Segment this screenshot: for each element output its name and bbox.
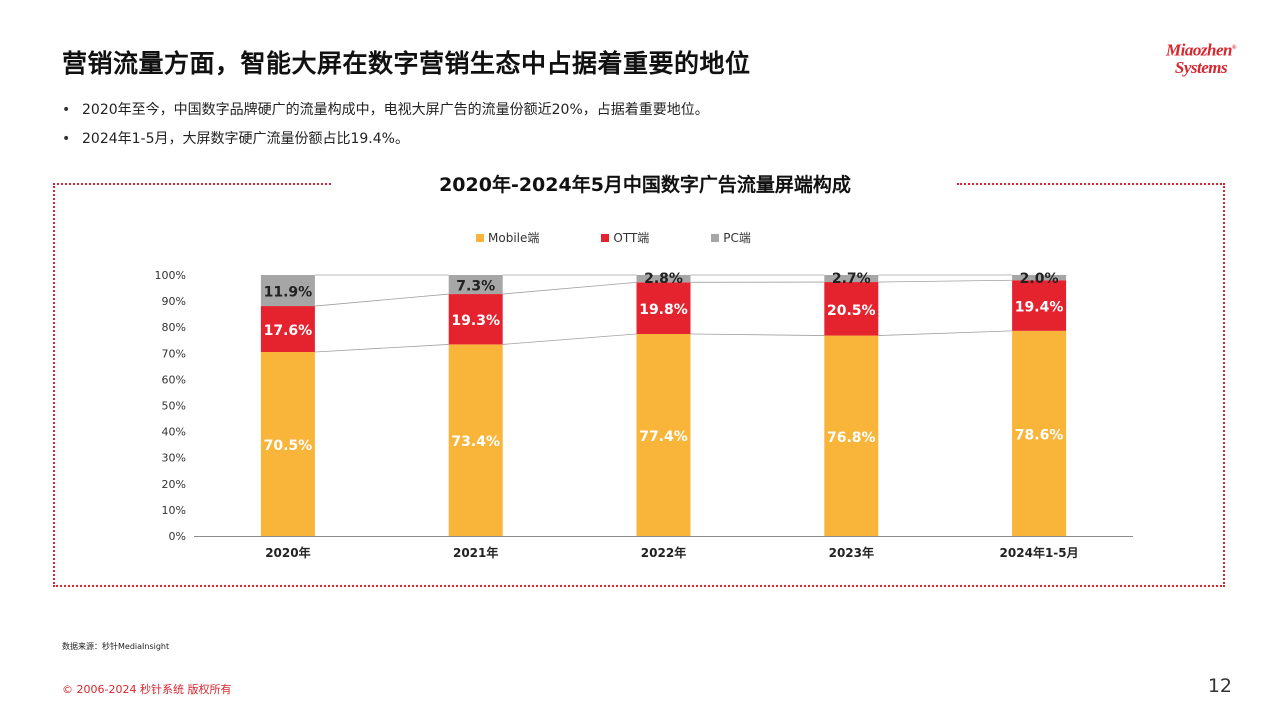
series-connector-line: [690, 333, 825, 336]
legend-item-ott: OTT端: [601, 229, 649, 246]
y-tick-label: 70%: [162, 347, 186, 360]
data-label: 19.4%: [1015, 300, 1064, 316]
bar-segment-OTT端-2023年: [824, 282, 879, 336]
legend-swatch-mobile: [476, 233, 484, 242]
y-tick-label: 80%: [162, 321, 186, 334]
x-tick-label: 2024年1-5月: [1000, 545, 1079, 560]
bullet-item: 2024年1-5月，大屏数字硬广流量份额占比19.4%。: [62, 125, 709, 154]
bar-segment-PC端-2022年: [636, 275, 691, 283]
bar-segment-OTT端-2022年: [636, 282, 691, 334]
chart-frame-top-right: [957, 183, 1225, 185]
series-connector-line: [502, 333, 637, 345]
logo-line1: Miaozhen: [1166, 40, 1232, 60]
bar-segment-PC端-2024年1-5月: [1012, 275, 1067, 281]
series-connector-line: [878, 279, 1013, 283]
y-tick-label: 10%: [162, 504, 186, 517]
logo-line2: Systems: [1174, 57, 1228, 77]
bar-segment-PC端-2020年: [260, 275, 315, 307]
chart-title: 2020年-2024年5月中国数字广告流量屏端构成: [439, 174, 851, 196]
y-tick-label: 20%: [162, 478, 186, 491]
data-label: 77.4%: [639, 429, 688, 445]
chart-frame: [53, 183, 1225, 587]
x-tick-label: 2021年: [453, 545, 498, 560]
legend-item-mobile: Mobile端: [476, 229, 539, 246]
legend-label-ott: OTT端: [613, 231, 650, 245]
legend-item-pc: PC端: [711, 229, 751, 246]
y-tick-label: 30%: [162, 452, 186, 465]
data-label: 78.6%: [1015, 427, 1064, 443]
bar-segment-OTT端-2024年1-5月: [1012, 280, 1067, 331]
bar-segment-OTT端-2020年: [260, 306, 315, 352]
bar-segment-Mobile端-2024年1-5月: [1012, 330, 1067, 536]
bar-segment-Mobile端-2023年: [824, 335, 879, 536]
legend-swatch-ott: [601, 233, 610, 242]
data-label: 17.6%: [264, 323, 313, 339]
y-tick-label: 90%: [162, 295, 186, 308]
chart-legend: Mobile端 OTT端 PC端: [476, 229, 813, 246]
series-connector-line: [314, 344, 449, 353]
data-label: 2.8%: [644, 271, 683, 287]
data-label: 2.0%: [1020, 271, 1059, 287]
page-number: 12: [1207, 675, 1232, 697]
y-tick-label: 40%: [162, 426, 186, 439]
bar-segment-Mobile端-2020年: [260, 351, 315, 536]
data-label: 76.8%: [827, 430, 876, 446]
data-label: 2.7%: [832, 271, 871, 287]
bar-segment-PC端-2023年: [824, 275, 879, 283]
data-label: 19.3%: [451, 313, 500, 329]
data-label: 7.3%: [456, 279, 495, 295]
series-connector-line: [878, 330, 1013, 336]
y-tick-label: 60%: [162, 373, 186, 386]
data-label: 20.5%: [827, 303, 876, 319]
logo-registered-mark: ®: [1231, 45, 1236, 51]
bar-segment-Mobile端-2022年: [636, 333, 691, 536]
miaozhen-logo: Miaozhen® Systems: [1166, 40, 1236, 76]
x-tick-label: 2022年: [641, 545, 686, 560]
page-title: 营销流量方面，智能大屏在数字营销生态中占据着重要的地位: [62, 49, 751, 78]
data-label: 11.9%: [264, 285, 313, 301]
legend-label-mobile: Mobile端: [488, 231, 540, 245]
legend-swatch-pc: [711, 233, 720, 242]
chart-frame-top-left: [53, 183, 331, 185]
y-tick-label: 50%: [162, 400, 186, 413]
x-tick-label: 2020年: [265, 545, 310, 560]
bullet-item: 2020年至今，中国数字品牌硬广的流量构成中，电视大屏广告的流量份额近20%，占…: [62, 96, 709, 125]
x-tick-label: 2023年: [829, 545, 874, 560]
bar-segment-OTT端-2021年: [448, 294, 503, 345]
y-tick-label: 100%: [155, 269, 186, 282]
bar-segment-Mobile端-2021年: [448, 344, 503, 536]
legend-label-pc: PC端: [723, 231, 751, 245]
summary-bullets: 2020年至今，中国数字品牌硬广的流量构成中，电视大屏广告的流量份额近20%，占…: [62, 96, 709, 154]
data-label: 19.8%: [639, 302, 688, 318]
copyright: © 2006-2024 秒针系统 版权所有: [62, 683, 232, 696]
bar-segment-PC端-2021年: [448, 275, 503, 295]
data-label: 73.4%: [451, 434, 500, 450]
data-label: 70.5%: [264, 438, 313, 454]
series-connector-line: [502, 281, 637, 295]
y-tick-label: 0%: [169, 530, 186, 543]
series-connector-line: [314, 293, 449, 307]
data-source: 数据来源：秒针MediaInsight: [62, 642, 170, 651]
